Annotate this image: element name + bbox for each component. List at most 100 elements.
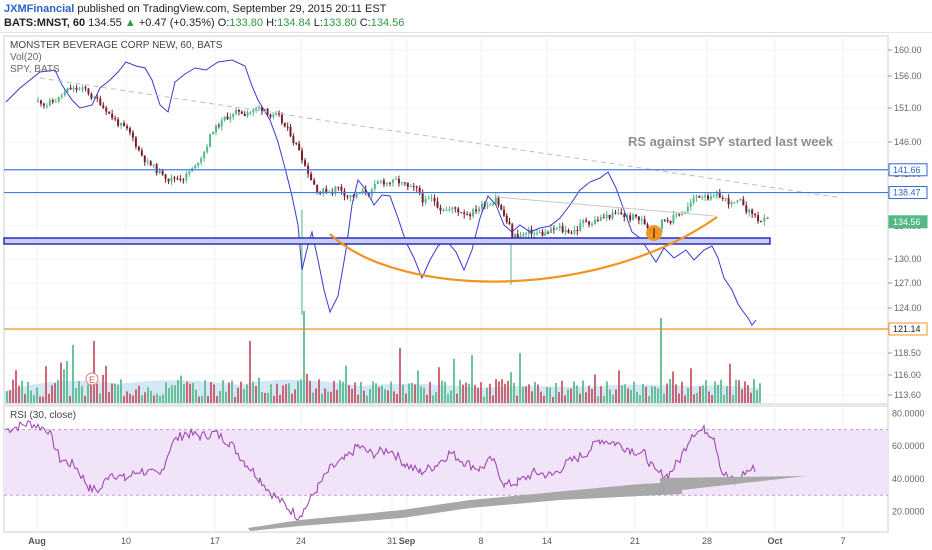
price-axis-label-box [888,163,928,177]
volume-bar [96,383,98,403]
volume-bar [537,384,539,403]
published-text: published on TradingView.com, September … [77,3,387,15]
candle-body [114,118,117,120]
volume-bar [669,379,671,403]
candle-body [427,198,430,200]
volume-bar [396,394,398,403]
candle-body [255,108,258,110]
candle-body [454,207,457,209]
candle-body [511,224,514,238]
volume-bar [111,383,113,403]
candle-body [131,132,134,138]
volume-bar [561,380,563,403]
candle-body [415,186,418,188]
candle-body [235,109,238,114]
volume-bar [189,383,191,403]
candle-body [525,233,527,235]
candle-body [212,132,215,135]
candle-body [681,213,684,215]
volume-bar [483,396,485,403]
candle-body [766,217,769,219]
volume-bar [270,384,272,403]
candle-body [614,212,617,214]
candle-body [570,232,573,234]
candle-body [146,161,149,163]
candle-body [579,223,582,231]
candle-body [686,206,689,213]
volume-bar [576,385,578,403]
candle-body [632,214,635,221]
volume-bar [66,361,68,403]
candle-body [349,195,352,198]
candle-body [316,184,319,193]
volume-bar [186,381,188,403]
candle-body [143,155,146,163]
candle-body [739,199,742,201]
candle-body [223,116,226,121]
candle-body [430,197,433,199]
volume-bar [738,380,740,403]
candle-body [478,208,481,212]
candle-body [751,209,754,215]
volume-bar [24,394,26,403]
candle-body [72,87,75,90]
volume-bar [507,380,509,403]
volume-bar [33,395,35,403]
volume-bar [474,384,476,403]
candle-body [695,196,698,198]
candle-body [48,100,51,106]
volume-bar [588,385,590,403]
volume-bar [366,395,368,403]
y-tick-label: 156.00 [894,71,922,81]
volume-bar [750,392,752,403]
volume-bar [18,385,20,403]
candle-body [585,220,588,222]
volume-bar [255,386,257,403]
candle-body [249,112,252,114]
candle-body [392,179,394,183]
y-tick-label: 113.60 [894,390,921,400]
volume-bar [735,379,737,403]
candle-body [194,165,197,168]
volume-bar [531,391,533,403]
volume-bar [651,386,653,403]
candle-body [39,100,42,104]
volume-bar [471,355,473,403]
volume-bar [522,386,524,403]
candle-body [418,187,421,194]
volume-bar [99,393,101,403]
volume-bar [441,380,443,403]
volume-bar [501,379,503,403]
volume-bar [216,395,218,403]
volume-bar [75,388,77,403]
volume-bar [312,392,314,403]
candle-body [403,182,406,184]
candle-body [626,215,629,218]
candle-body [188,171,191,174]
candle-body [170,177,173,182]
candle-body [400,182,403,184]
indicator-label-volume: Vol(20) [10,52,42,63]
volume-bar [351,388,353,403]
candle-body [60,95,63,97]
volume-bar [444,381,446,403]
volume-bar [267,392,269,403]
volume-bar [369,388,371,403]
volume-bar [174,385,176,403]
volume-bar [258,377,260,403]
candle-body [292,136,295,143]
author-link[interactable]: JXMFinancial [4,3,75,15]
volume-bar [360,381,362,403]
candle-body [436,201,439,208]
volume-bar [294,389,296,403]
volume-bar [717,384,719,403]
volume-bar [690,368,692,403]
candle-body [494,197,497,205]
volume-bar [45,366,47,403]
candle-body [376,181,379,184]
candle-body [164,174,167,179]
candle-body [176,178,179,180]
candle-body [704,195,707,198]
candle-body [689,202,692,207]
